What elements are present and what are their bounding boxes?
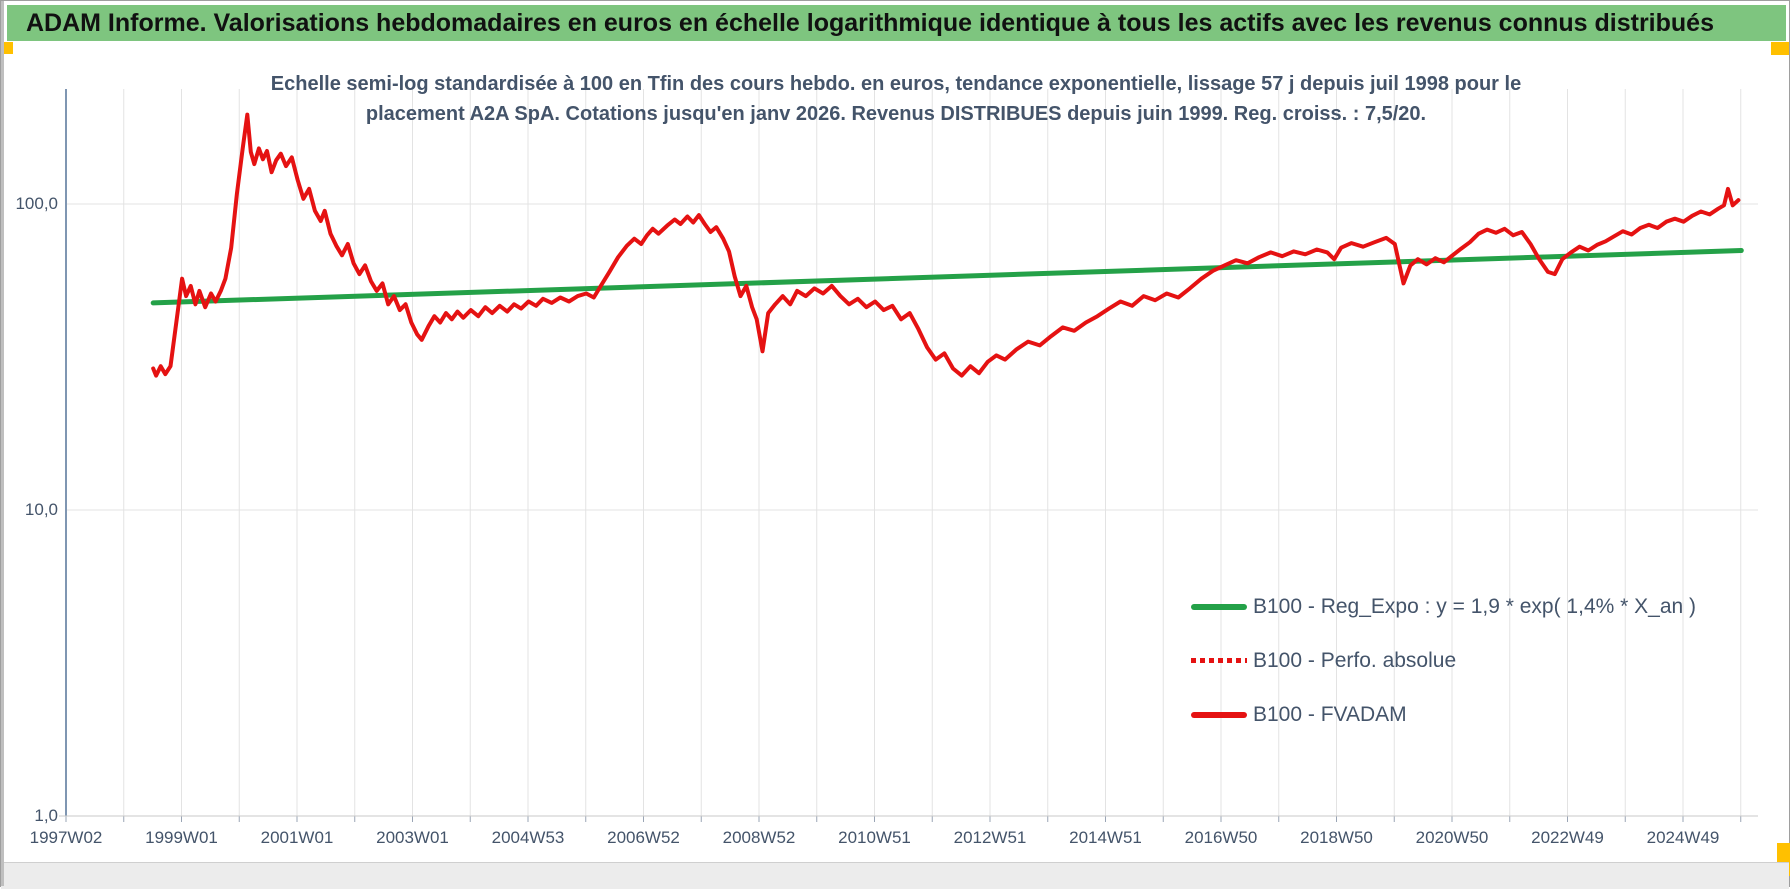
x-tick-label: 2016W50 [1184,828,1258,847]
x-tick-label: 1997W02 [29,828,103,847]
y-axis-labels: 1,0 10,0 100,0 [1,1,61,888]
x-tick-label: 2020W50 [1415,828,1489,847]
legend-swatch-solid-icon [1191,711,1247,718]
corner-marker-top-right [1771,42,1789,55]
header-bar: ADAM Informe. Valorisations hebdomadaire… [7,5,1786,41]
header-title: ADAM Informe. Valorisations hebdomadaire… [26,8,1714,37]
corner-marker-top-left [1,42,13,54]
x-tick-label: 2003W01 [376,828,449,847]
x-tick-label: 2010W51 [838,828,911,847]
series-line-0 [150,248,1744,306]
y-tick-label: 10,0 [24,500,58,519]
y-tick-label: 1,0 [34,806,58,825]
legend-item-2[interactable]: B100 - FVADAM [1191,701,1696,728]
x-tick-label: 1999W01 [145,828,218,847]
x-tick-label: 2008W52 [722,828,796,847]
legend-item-0[interactable]: B100 - Reg_Expo : y = 1,9 * exp( 1,4% * … [1191,593,1696,620]
chart-title-line2: placement A2A SpA. Cotations jusqu'en ja… [365,103,1427,125]
x-tick-label: 2022W49 [1531,828,1604,847]
chart-title-line1: Echelle semi-log standardisée à 100 en T… [270,73,1522,95]
x-tick-label: 2012W51 [953,828,1027,847]
legend-label: B100 - Reg_Expo : y = 1,9 * exp( 1,4% * … [1253,594,1697,618]
x-tick-label: 2024W49 [1646,828,1720,847]
footer-strip [1,862,1789,889]
chart-title: Echelle semi-log standardisée à 100 en T… [251,69,1541,129]
x-tick-label: 2006W52 [607,828,680,847]
legend-swatch-dotted-icon [1191,658,1247,663]
x-tick-label: 2001W01 [260,828,334,847]
chart-area[interactable]: Echelle semi-log standardisée à 100 en T… [1,43,1789,860]
x-tick-label: 2014W51 [1069,828,1142,847]
chart-legend: B100 - Reg_Expo : y = 1,9 * exp( 1,4% * … [1191,593,1696,755]
y-tick-label: 100,0 [15,194,58,213]
legend-label: B100 - FVADAM [1253,702,1407,726]
series-line-2 [151,112,1741,378]
legend-label: B100 - Perfo. absolue [1253,648,1457,672]
legend-item-1[interactable]: B100 - Perfo. absolue [1191,647,1696,674]
x-tick-label: 2018W50 [1300,828,1373,847]
legend-swatch-solid-icon [1191,603,1247,610]
x-tick-label: 2004W53 [491,828,565,847]
